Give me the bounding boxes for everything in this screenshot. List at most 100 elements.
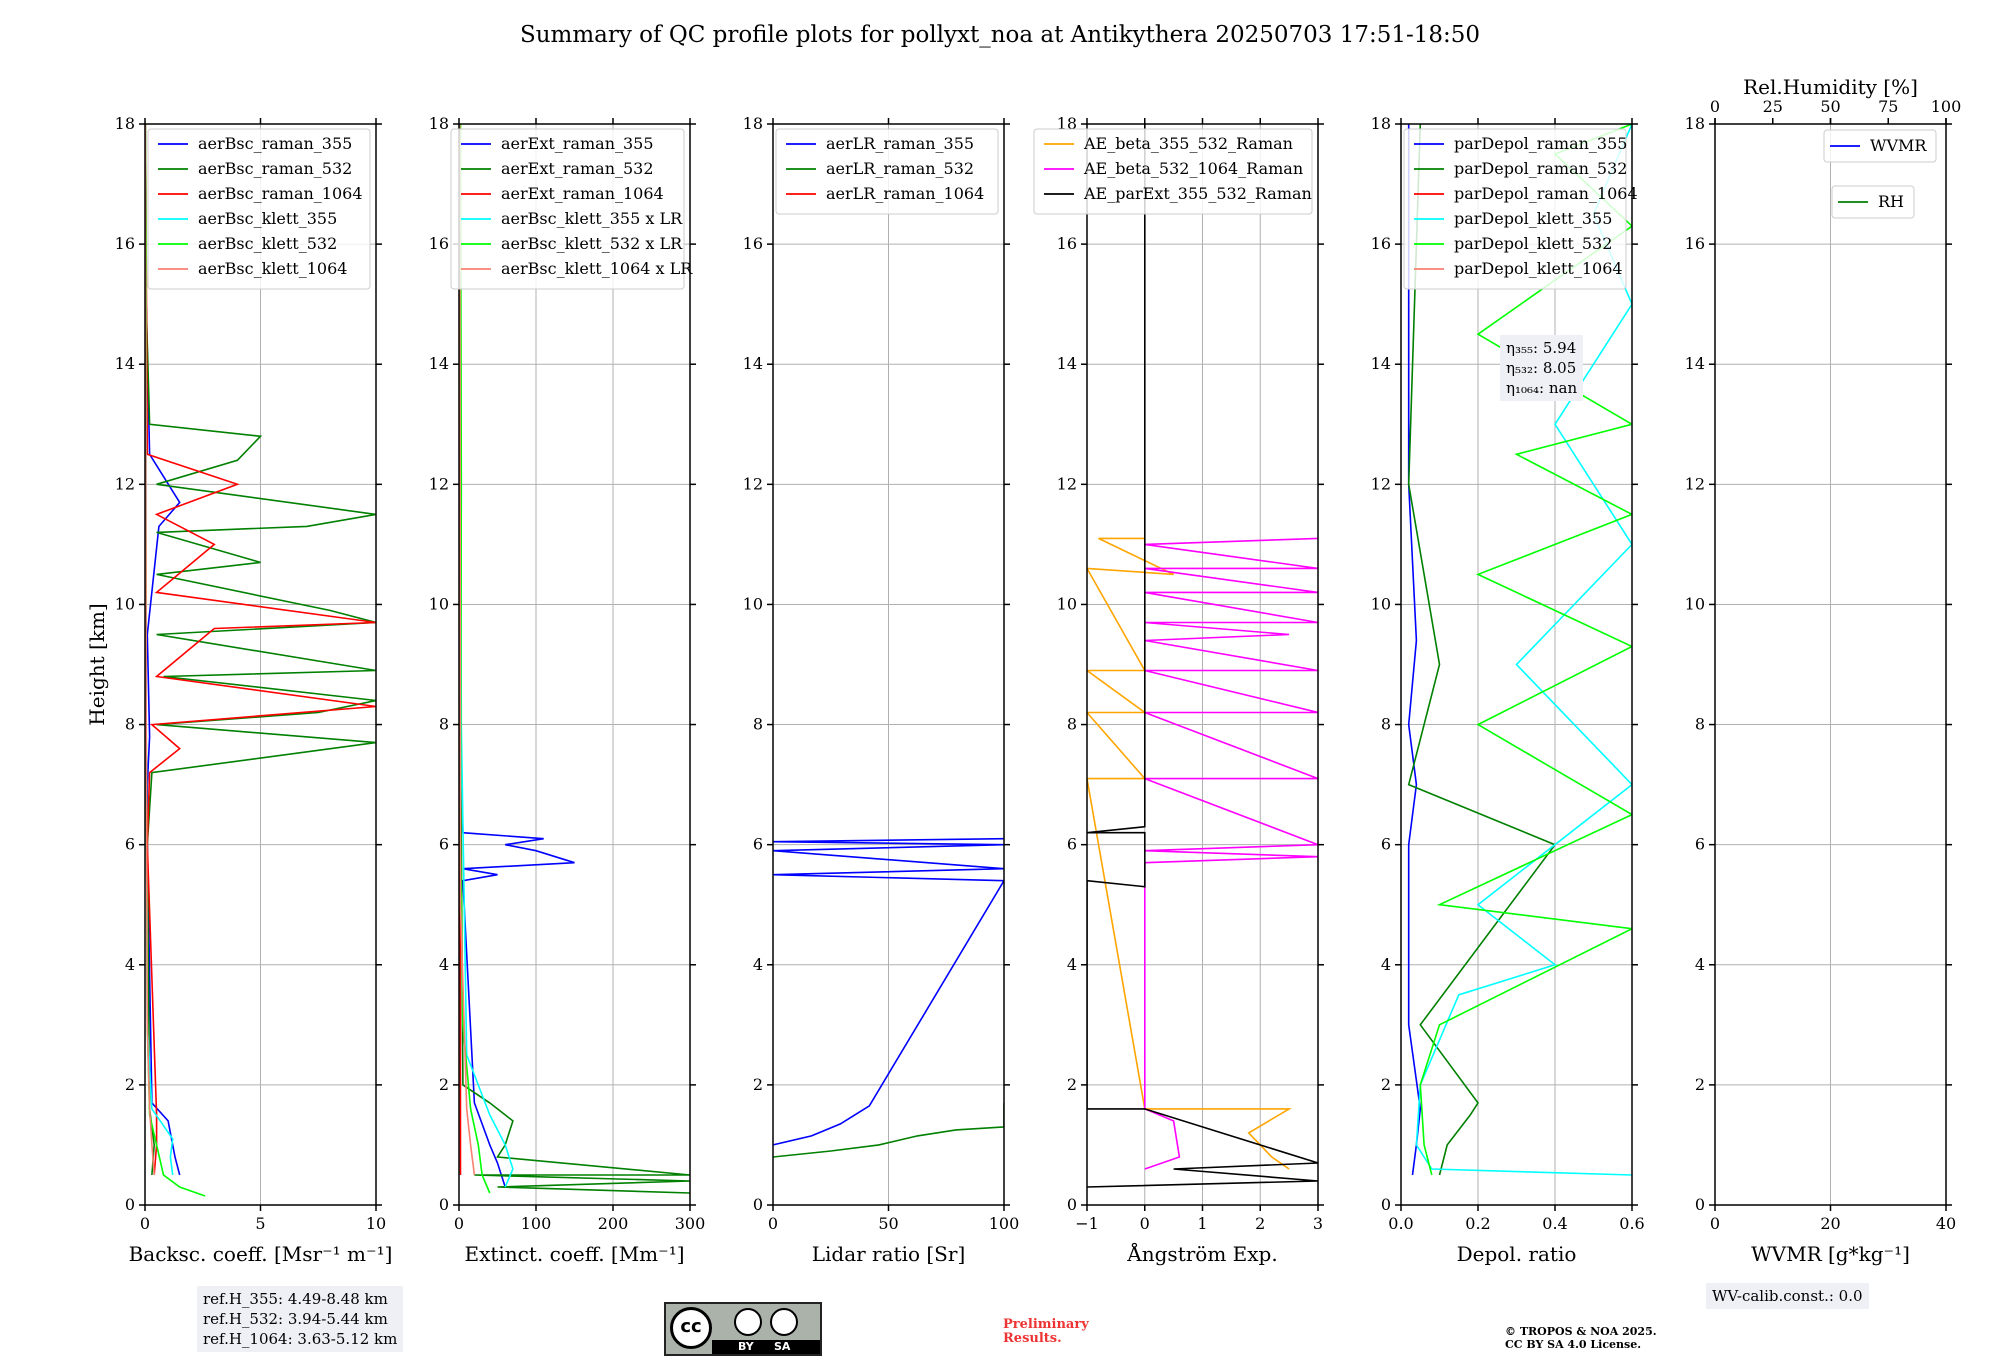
copyright-line-2: CC BY SA 4.0 License. xyxy=(1505,1338,1642,1351)
x-tick-label: 300 xyxy=(675,1214,706,1233)
x-tick-label: 0.2 xyxy=(1465,1214,1490,1233)
legend-box xyxy=(775,128,999,215)
y-tick-label: 14 xyxy=(1057,354,1077,373)
x-tick-label: 200 xyxy=(598,1214,629,1233)
y-tick-label: 8 xyxy=(1381,715,1391,734)
series-line-AE_beta_355_532_Raman xyxy=(1087,537,1293,1170)
legend-entry: aerBsc_klett_1064 xyxy=(198,259,347,278)
preliminary-note: Preliminary Results. xyxy=(1003,1318,1089,1346)
y-tick-label: 4 xyxy=(125,955,135,974)
legend-box xyxy=(1033,128,1313,215)
cc-sa-label: SA xyxy=(774,1340,791,1353)
x-tick-label: 3 xyxy=(1313,1214,1323,1233)
x-axis-label: Backsc. coeff. [Msr⁻¹ m⁻¹] xyxy=(129,1242,393,1266)
x2-axis-label: Rel.Humidity [%] xyxy=(1743,75,1918,99)
y-tick-label: 16 xyxy=(115,234,135,253)
legend-entry: aerExt_raman_1064 xyxy=(501,184,664,203)
panel-1: 0 2 4 6 8 10 12 14 16 18 0 5 10 Backsc. coeff. [Msr⁻¹… xyxy=(85,114,392,1266)
x-tick-label: 20 xyxy=(1820,1214,1840,1233)
panel-5: 0 2 4 6 8 10 12 14 16 18 0.0 0.2 0.4 0.6 Depol. ratio p… xyxy=(1371,114,1645,1266)
y-tick-label: 10 xyxy=(1057,594,1077,613)
x-tick-label: 0 xyxy=(454,1214,464,1233)
x2-tick-label: 75 xyxy=(1878,97,1898,116)
legend-entry: parDepol_klett_532 xyxy=(1454,234,1612,253)
legend-entry: aerBsc_klett_355 xyxy=(198,209,337,228)
legend: AE_beta_355_532_Raman AE_beta_532_1064_Ra… xyxy=(1033,128,1313,215)
y-tick-label: 18 xyxy=(1371,114,1391,133)
y-tick-label: 4 xyxy=(1067,955,1077,974)
legend: aerLR_raman_355 aerLR_raman_532 aerLR_rama… xyxy=(775,128,999,215)
legend: aerExt_raman_355 aerExt_raman_532 aerExt_r… xyxy=(450,128,693,290)
x-tick-label: 0 xyxy=(768,1214,778,1233)
ref-height-1064: ref.H_1064: 3.63-5.12 km xyxy=(203,1330,398,1348)
panel-3: 0 2 4 6 8 10 12 14 16 18 0 50 100 Lidar ratio [Sr] aer… xyxy=(743,114,1020,1266)
panel-frame xyxy=(1086,123,1319,1206)
y-tick-label: 2 xyxy=(1067,1075,1077,1094)
y-tick-label: 14 xyxy=(743,354,763,373)
y-tick-label: 6 xyxy=(1067,835,1077,854)
y-tick-label: 0 xyxy=(125,1195,135,1214)
series-line-aerBsc_klett_532 x LR xyxy=(459,124,491,1194)
x-tick-label: 1 xyxy=(1197,1214,1207,1233)
wv-calib-const: WV-calib.const.: 0.0 xyxy=(1712,1287,1863,1305)
y-tick-label: 0 xyxy=(1695,1195,1705,1214)
panel-frame xyxy=(458,123,691,1206)
legend-entry: AE_beta_355_532_Raman xyxy=(1083,134,1293,153)
y-tick-label: 14 xyxy=(429,354,449,373)
y-tick-label: 0 xyxy=(439,1195,449,1214)
legend-box xyxy=(450,128,685,290)
series-line-AE_parExt_355_532_Raman xyxy=(1087,124,1318,1188)
legend-box xyxy=(1831,185,1915,219)
y-tick-label: 18 xyxy=(115,114,135,133)
series-line-aerExt_raman_355 xyxy=(459,124,575,1188)
legend-WVMR: WVMR xyxy=(1823,129,1937,163)
y-tick-label: 6 xyxy=(125,835,135,854)
y-tick-label: 8 xyxy=(439,715,449,734)
y-tick-label: 16 xyxy=(1685,234,1705,253)
y-tick-label: 10 xyxy=(429,594,449,613)
y-tick-label: 10 xyxy=(1685,594,1705,613)
cc-label-bar: BY SA xyxy=(712,1340,820,1354)
x-tick-label: 0 xyxy=(140,1214,150,1233)
y-tick-label: 18 xyxy=(1685,114,1705,133)
y-tick-label: 14 xyxy=(1685,354,1705,373)
legend-box xyxy=(1823,129,1937,163)
y-tick-label: 0 xyxy=(1381,1195,1391,1214)
x-tick-label: 5 xyxy=(255,1214,265,1233)
series-line-parDepol_raman_532 xyxy=(1407,124,1557,1176)
x-tick-label: 50 xyxy=(878,1214,898,1233)
ref-height-355: ref.H_355: 4.49-8.48 km xyxy=(203,1290,388,1308)
y-tick-label: 16 xyxy=(429,234,449,253)
legend-entry: aerLR_raman_1064 xyxy=(826,184,984,203)
wv-calib-box: WV-calib.const.: 0.0 xyxy=(1706,1283,1869,1309)
copyright-note: © TROPOS & NOA 2025. CC BY SA 4.0 Licens… xyxy=(1505,1325,1657,1351)
legend-entry: aerExt_raman_532 xyxy=(501,159,654,178)
x-tick-label: 100 xyxy=(989,1214,1020,1233)
legend-entry: AE_beta_532_1064_Raman xyxy=(1083,159,1303,178)
x-tick-label: 0.0 xyxy=(1388,1214,1413,1233)
legend-entry: aerLR_raman_532 xyxy=(826,159,974,178)
x2-tick-label: 0 xyxy=(1710,97,1720,116)
x-tick-label: 0 xyxy=(1710,1214,1720,1233)
y-tick-label: 6 xyxy=(439,835,449,854)
y-tick-label: 2 xyxy=(125,1075,135,1094)
legend-entry: parDepol_klett_355 xyxy=(1454,209,1612,228)
y-tick-label: 2 xyxy=(439,1075,449,1094)
legend-box xyxy=(147,128,371,290)
y-tick-label: 0 xyxy=(753,1195,763,1214)
y-tick-label: 4 xyxy=(753,955,763,974)
legend-entry: aerBsc_raman_355 xyxy=(198,134,352,153)
y-tick-label: 4 xyxy=(1695,955,1705,974)
panel-6: 0 2 4 6 8 10 12 14 16 18 0 20 40 0 25 50 75 100 Rel.Humidi… xyxy=(1685,75,1962,1266)
legend-entry: aerBsc_klett_355 x LR xyxy=(501,209,683,228)
y-tick-label: 16 xyxy=(1057,234,1077,253)
cc-icon: cc xyxy=(670,1307,712,1349)
y-tick-label: 12 xyxy=(1057,474,1077,493)
panel-frame xyxy=(144,123,377,1206)
legend-entry: aerBsc_klett_1064 x LR xyxy=(501,259,693,278)
x-axis-label: WVMR [g*kg⁻¹] xyxy=(1751,1242,1910,1266)
legend-entry: aerBsc_raman_1064 xyxy=(198,184,363,203)
y-tick-label: 16 xyxy=(1371,234,1391,253)
copyright-line-1: © TROPOS & NOA 2025. xyxy=(1505,1325,1657,1338)
reference-heights-box: ref.H_355: 4.49-8.48 km ref.H_532: 3.94-… xyxy=(197,1286,404,1352)
